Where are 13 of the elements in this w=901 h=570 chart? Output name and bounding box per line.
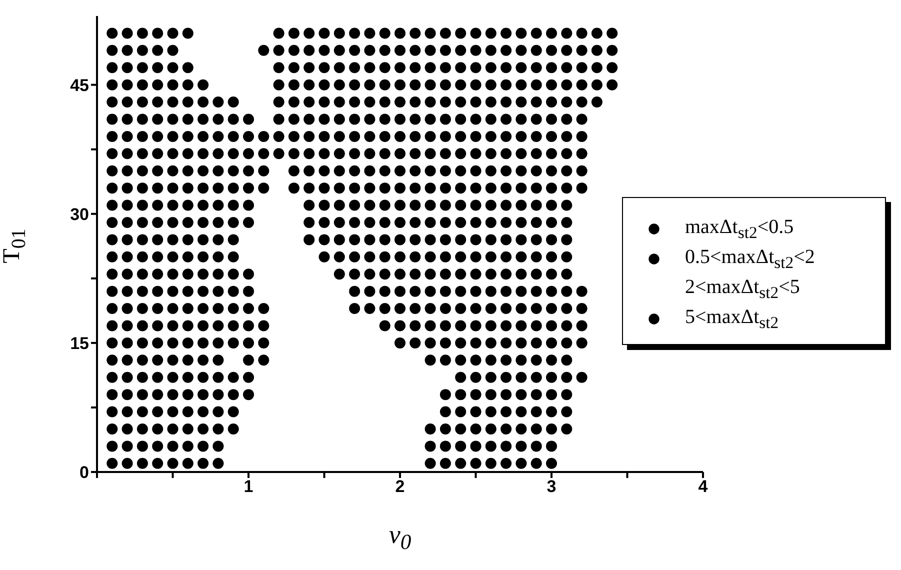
x-tick-label: 1	[244, 477, 254, 496]
x-axis-title: v$_{0}$	[388, 520, 412, 554]
x-tick-label: 4	[698, 477, 708, 496]
y-tick-label: 15	[70, 334, 89, 353]
x-tick-label: 2	[395, 477, 405, 496]
x-tick-label: 3	[546, 477, 556, 496]
legend-label: 0.5<maxΔt$_{st2}$<2	[685, 246, 815, 272]
legend-label: maxΔt$_{st2}$<0.5	[685, 216, 794, 242]
y-tick-label: 45	[70, 76, 89, 95]
text: 2<maxΔt$_{st2}$<5	[685, 276, 800, 302]
y-tick-label: 0	[80, 463, 89, 482]
legend-label: 5<maxΔt$_{st2}$	[685, 306, 779, 332]
y-tick-label: 30	[70, 204, 89, 224]
